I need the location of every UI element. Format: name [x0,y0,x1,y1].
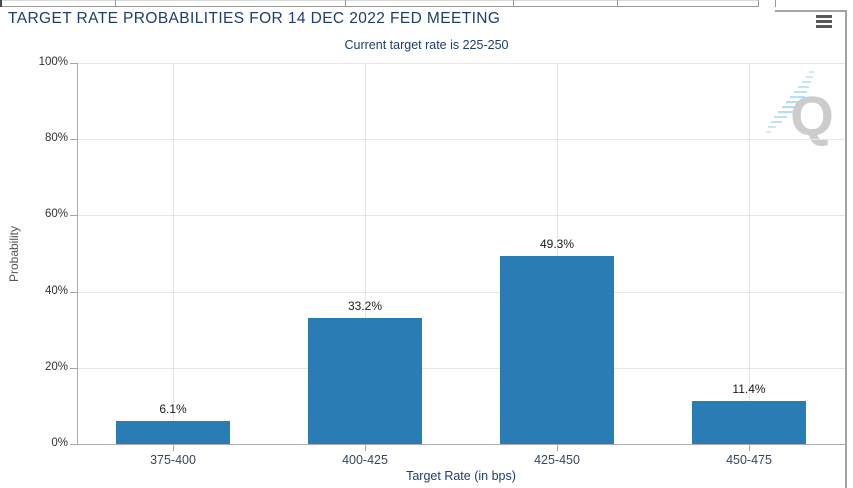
tab-divider [758,0,759,7]
x-axis-line [77,444,845,445]
bar[interactable] [116,421,230,444]
tab-strip-left-notch [0,0,2,7]
y-tick-mark [70,139,77,140]
chart-subtitle: Current target rate is 225-250 [344,38,509,52]
y-tick-mark [70,292,77,293]
bar[interactable] [500,256,614,444]
bar-value-label: 6.1% [159,402,187,416]
y-tick-label: 0% [51,437,68,449]
x-tick-label: 425-450 [534,453,580,467]
y-tick-mark [70,368,77,369]
h-gridline [77,63,845,64]
v-gridline [557,63,558,444]
tab-divider [775,0,776,7]
y-tick-label: 60% [44,208,68,220]
x-tick-mark [365,444,366,451]
y-tick-label: 100% [38,56,68,68]
y-tick-label: 80% [44,132,68,144]
y-tick-label: 20% [44,361,68,373]
y-tick-mark [70,63,77,64]
v-gridline [749,63,750,444]
x-tick-label: 400-425 [342,453,388,467]
bar-value-label: 49.3% [539,237,575,251]
bar[interactable] [308,318,422,444]
v-gridline [173,63,174,444]
h-gridline [77,292,845,293]
panel-border [845,10,847,488]
hamburger-menu-icon[interactable] [816,15,832,31]
tab-divider [115,0,116,7]
h-gridline [77,215,845,216]
tab-divider [513,0,514,7]
x-tick-label: 375-400 [150,453,196,467]
x-tick-mark [557,444,558,451]
x-axis-title: Target Rate (in bps) [406,469,516,483]
x-tick-label: 450-475 [726,453,772,467]
page-title: TARGET RATE PROBABILITIES FOR 14 DEC 202… [8,10,501,27]
y-axis-line [77,63,78,444]
y-tick-mark [70,444,77,445]
x-tick-mark [173,444,174,451]
bar[interactable] [692,401,806,444]
tab-divider [345,0,346,7]
bar-value-label: 33.2% [347,299,383,313]
tab-strip-top-hairline [0,0,758,1]
bar-value-label: 11.4% [732,382,766,396]
h-gridline [77,139,845,140]
tab-strip-bottom-border [0,6,758,7]
panel-border [775,10,846,12]
h-gridline [77,368,845,369]
y-tick-mark [70,215,77,216]
v-gridline [365,63,366,444]
tab-divider [617,0,618,7]
y-tick-label: 40% [44,285,68,297]
x-tick-mark [749,444,750,451]
